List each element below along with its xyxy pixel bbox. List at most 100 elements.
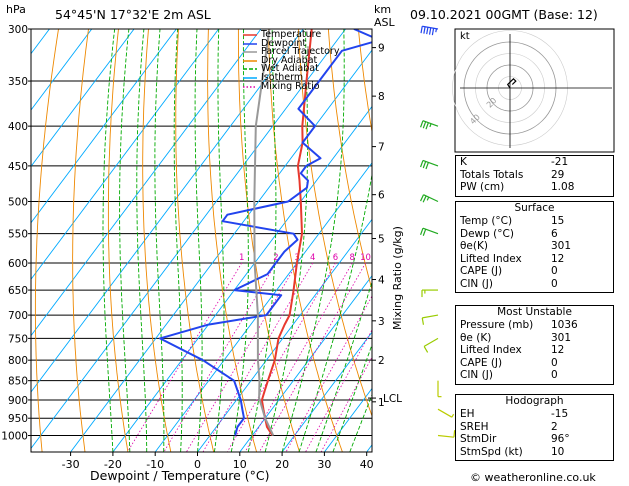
wet-adiabat-line: [230, 29, 249, 452]
row-value: 0: [551, 369, 558, 381]
table-row: θe(K) 301: [456, 240, 613, 253]
mixing-ratio-line: [320, 356, 372, 452]
pressure-tick-label: 350: [8, 76, 28, 88]
wind-barb: [421, 289, 438, 298]
dry-adiabat-line: [175, 29, 215, 452]
mixing-ratio-label: 8: [350, 253, 355, 263]
isotherm-line: [31, 29, 346, 450]
row-value: 0: [551, 265, 558, 277]
table-row: PW (cm) 1.08: [456, 181, 613, 194]
temperature-tick-label: 10: [233, 458, 247, 471]
pressure-tick-label: 450: [8, 161, 28, 173]
pressure-tick-label: 950: [8, 413, 28, 425]
row-value: -15: [551, 408, 569, 420]
row-key: Totals Totals: [460, 168, 524, 181]
mixing-ratio-line: [285, 295, 372, 452]
km-tick-label: 2: [378, 355, 385, 367]
wet-adiabat-line: [102, 29, 116, 452]
hodograph-unit-label: kt: [460, 31, 470, 42]
wind-barb: [437, 380, 442, 398]
row-key: StmDir: [460, 433, 497, 445]
table-title: Surface: [514, 202, 555, 214]
row-key: θe (K): [460, 331, 492, 344]
mixing-ratio-label: 2: [273, 253, 278, 263]
table-row: Pressure (mb) 1036: [456, 319, 613, 332]
hpa-unit-label: hPa: [6, 3, 26, 16]
pressure-tick-label: 400: [8, 121, 28, 133]
copyright-footer: © weatheronline.co.uk: [470, 471, 596, 484]
legend-swatch: [243, 34, 257, 36]
row-value: -21: [551, 156, 569, 168]
temperature-tick-label: -10: [146, 458, 164, 471]
pressure-tick-label: 500: [8, 196, 28, 208]
mixing-ratio-line: [186, 262, 298, 452]
row-value: 96°: [551, 433, 570, 445]
km-tick-label: 4: [378, 275, 385, 287]
isotherm-line: [239, 274, 372, 452]
location-title: 54°45'N 17°32'E 2m ASL: [55, 7, 211, 22]
isotherm-line: [154, 162, 372, 452]
wet-adiabat-line: [281, 29, 345, 452]
row-key: Dewp (°C): [460, 227, 514, 240]
row-key: PW (cm): [460, 181, 505, 193]
dry-adiabat-line: [327, 29, 372, 292]
dry-adiabat-line: [207, 29, 258, 452]
pressure-tick-label: 750: [8, 333, 28, 345]
row-value: 301: [551, 240, 572, 252]
dry-adiabat-line: [34, 29, 59, 452]
wet-adiabat-line: [298, 172, 372, 452]
row-key: SREH: [460, 420, 489, 433]
km-tick-label: 6: [378, 190, 385, 202]
wet-adiabat-line: [247, 29, 277, 452]
wet-adiabat-line: [332, 343, 372, 452]
isotherm-line: [31, 29, 177, 224]
hodograph-trace: [506, 77, 517, 89]
row-key: CAPE (J): [460, 265, 503, 277]
row-key: Lifted Index: [460, 252, 522, 265]
row-value: 12: [551, 344, 565, 356]
temperature-tick-label: 30: [317, 458, 331, 471]
isotherm-line: [197, 218, 372, 452]
dry-adiabat-line: [142, 29, 172, 452]
pressure-tick-label: 850: [8, 376, 28, 388]
wet-adiabat-line: [315, 280, 372, 452]
legend-swatch: [243, 42, 257, 45]
row-value: 2: [551, 420, 558, 433]
row-value: 29: [551, 168, 565, 181]
row-value: 0: [551, 277, 558, 290]
temperature-tick-label: 20: [275, 458, 289, 471]
legend-label: Temperature: [261, 29, 322, 40]
legend-swatch: [243, 77, 257, 79]
isotherm-line: [31, 29, 135, 168]
km-tick-label: 3: [378, 316, 385, 328]
mixing-ratio-line: [305, 329, 372, 452]
table-row: StmSpd (kt) 10: [456, 446, 613, 459]
row-key: CAPE (J): [460, 356, 503, 369]
row-key: EH: [460, 408, 475, 420]
dry-adiabat-line: [237, 29, 300, 452]
row-value: 6: [551, 227, 558, 240]
table-row: CAPE (J) 0: [456, 265, 613, 278]
table-row: StmDir 96°: [456, 433, 613, 446]
row-value: 0: [551, 356, 558, 369]
wet-adiabat-line: [136, 29, 148, 452]
row-value: 1.08: [551, 181, 575, 193]
table-row: EH -15: [456, 408, 613, 421]
row-key: StmSpd (kt): [460, 445, 523, 458]
temperature-tick-label: 40: [360, 458, 374, 471]
temperature-tick-label: 0: [194, 458, 201, 471]
row-value: 10: [551, 445, 565, 458]
wind-barb: [419, 194, 439, 203]
pressure-tick-label: 550: [8, 229, 28, 241]
pressure-tick-label: 1000: [1, 431, 28, 443]
row-key: Lifted Index: [460, 344, 522, 356]
isotherm-line: [281, 331, 372, 452]
legend-swatch: [243, 51, 257, 53]
series-dewpoint: [159, 29, 372, 436]
wind-barb: [437, 408, 455, 418]
mixing-ratio-label: 10: [360, 253, 371, 263]
mixing-ratio-label: 4: [310, 253, 315, 263]
series-parcel-trajectory: [253, 29, 275, 436]
table-row: SREH 2: [456, 421, 613, 434]
temperature-tick-label: -30: [62, 458, 80, 471]
